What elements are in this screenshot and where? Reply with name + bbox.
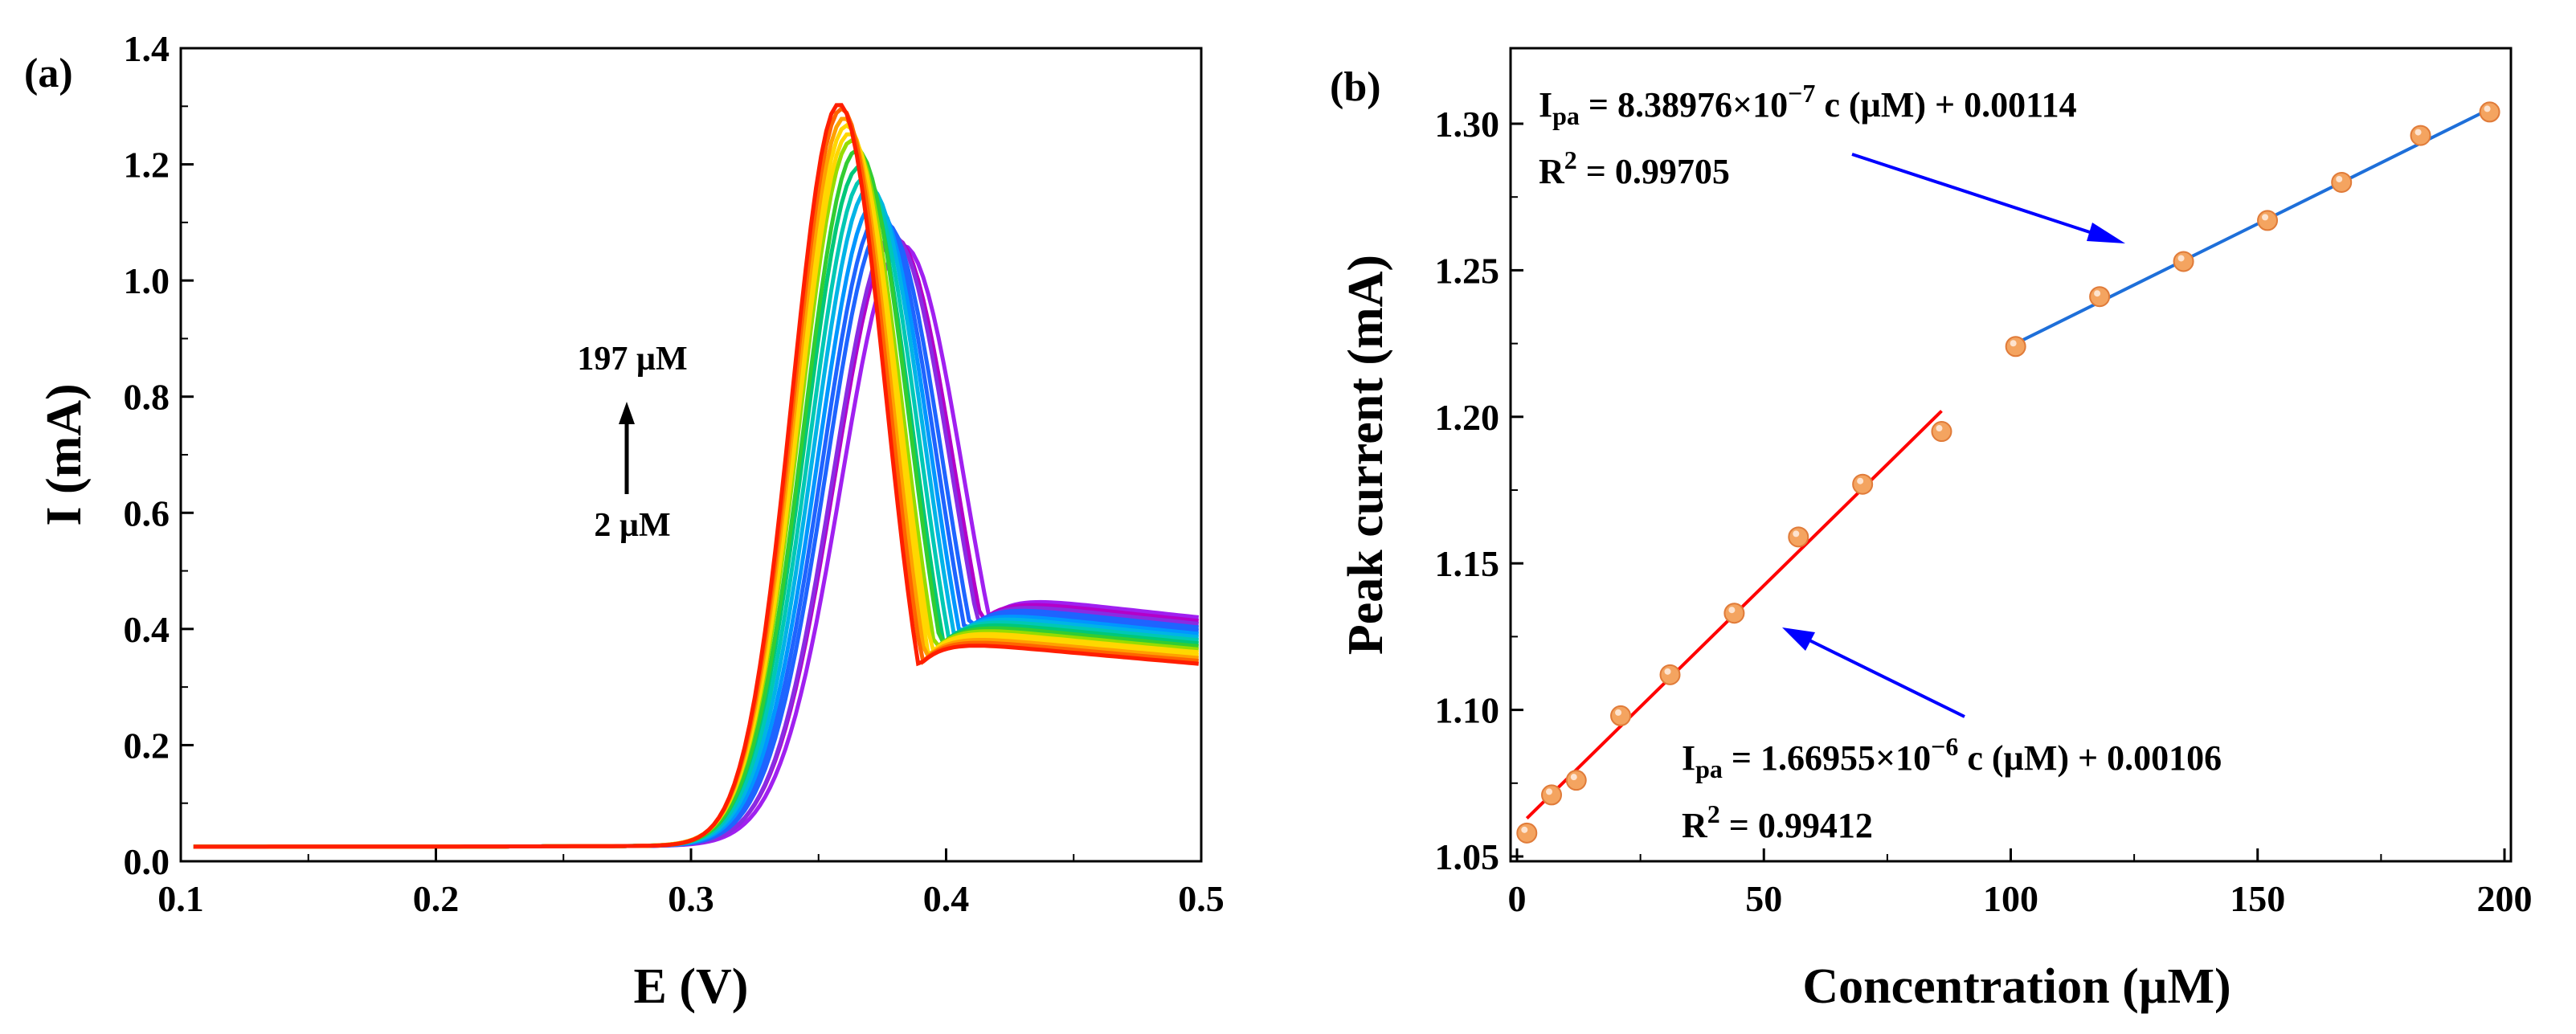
data-point-highlight bbox=[1664, 668, 1671, 675]
data-point-highlight bbox=[2094, 290, 2101, 297]
voltammogram-curve bbox=[193, 201, 1200, 849]
data-point-highlight bbox=[1615, 709, 1622, 716]
x-tick-label: 0.2 bbox=[413, 878, 460, 919]
data-point bbox=[1723, 603, 1745, 624]
voltammogram-curve bbox=[193, 123, 1200, 849]
fit-lines bbox=[1525, 107, 2491, 820]
data-point-highlight bbox=[2484, 105, 2491, 112]
data-point bbox=[2479, 101, 2500, 123]
data-point bbox=[1565, 770, 1587, 791]
voltammogram-curve bbox=[193, 166, 1200, 849]
data-point bbox=[2257, 210, 2279, 231]
y-tick-label: 1.10 bbox=[1435, 690, 1500, 731]
panel-a-xlabel: E (V) bbox=[634, 959, 749, 1014]
voltammogram-curve bbox=[193, 175, 1200, 849]
data-point-highlight bbox=[1521, 826, 1528, 833]
x-tick-label: 50 bbox=[1745, 878, 1782, 919]
voltammogram-curve bbox=[193, 116, 1199, 849]
arrow-high-range-head bbox=[2087, 223, 2125, 243]
voltammogram-curve bbox=[193, 103, 1200, 849]
equation-low-range: Ipa = 1.66955×10−6 c (µM) + 0.00106 bbox=[1682, 732, 2222, 783]
x-tick-label: 0.5 bbox=[1178, 878, 1225, 919]
data-point bbox=[1659, 664, 1681, 685]
y-tick-label: 0.6 bbox=[124, 492, 170, 533]
data-point-highlight bbox=[1793, 530, 1800, 537]
panel-a-ticks: 0.1 0.2 0.3 0.4 0.5 0.0 0.2 0.4 0.6 0.8 1.0 1.2 1.4 bbox=[124, 28, 1225, 919]
x-tick-label: 150 bbox=[2230, 878, 2285, 919]
x-tick-label: 0.3 bbox=[668, 878, 714, 919]
data-points bbox=[1516, 101, 2500, 844]
voltammogram-curves bbox=[193, 103, 1200, 849]
y-tick-label: 0.0 bbox=[124, 841, 170, 882]
panel-b-label: (b) bbox=[1330, 64, 1381, 110]
data-point-highlight bbox=[1857, 477, 1864, 484]
concentration-arrow-head bbox=[619, 402, 635, 424]
y-tick-label: 1.05 bbox=[1435, 836, 1500, 877]
data-point bbox=[1610, 705, 1632, 726]
x-tick-label: 0 bbox=[1508, 878, 1527, 919]
voltammogram-curve bbox=[193, 221, 1200, 849]
panel-b-calibration: (b) 0 50 100 150 200 1.05 1.10 1.15 1.20 1.25 1.30… bbox=[1330, 47, 2533, 1014]
annotation-197uM: 197 µM bbox=[577, 341, 687, 378]
panel-a-label: (a) bbox=[24, 51, 73, 96]
voltammogram-curve bbox=[193, 147, 1200, 849]
voltammogram-curve bbox=[193, 243, 1200, 849]
data-point-highlight bbox=[2262, 214, 2269, 221]
x-tick-label: 200 bbox=[2477, 878, 2533, 919]
data-point bbox=[1541, 784, 1563, 806]
data-point-highlight bbox=[1936, 425, 1943, 432]
annotation-2uM: 2 µM bbox=[594, 507, 670, 544]
data-point bbox=[2089, 286, 2111, 308]
x-tick-label: 0.1 bbox=[157, 878, 204, 919]
voltammogram-curve bbox=[193, 137, 1200, 849]
r2-high-range: R2 = 0.99705 bbox=[1539, 145, 1730, 191]
data-point-highlight bbox=[2414, 129, 2422, 136]
arrow-low-range bbox=[1807, 638, 1965, 718]
y-tick-label: 1.4 bbox=[124, 28, 170, 69]
data-point bbox=[2410, 125, 2431, 146]
y-tick-label: 1.25 bbox=[1435, 250, 1500, 291]
equation-high-range: Ipa = 8.38976×10−7 c (µM) + 0.00114 bbox=[1539, 79, 2077, 130]
y-tick-label: 1.0 bbox=[124, 260, 170, 301]
panel-b-ticks: 0 50 100 150 200 1.05 1.10 1.15 1.20 1.25 1.30 bbox=[1435, 104, 2533, 919]
y-tick-label: 0.2 bbox=[124, 725, 170, 766]
x-tick-label: 100 bbox=[1983, 878, 2038, 919]
data-point bbox=[1931, 421, 1952, 443]
panel-b-ylabel: Peak current (mA) bbox=[1339, 255, 1393, 655]
arrow-high-range bbox=[1851, 153, 2098, 236]
voltammogram-curve bbox=[193, 105, 1200, 849]
voltammogram-curve bbox=[193, 233, 1200, 849]
data-point bbox=[1852, 473, 1874, 495]
data-point-highlight bbox=[2010, 340, 2017, 347]
voltammogram-curve bbox=[193, 213, 1200, 849]
panel-b-xlabel: Concentration (µM) bbox=[1802, 959, 2230, 1014]
y-tick-label: 1.15 bbox=[1435, 543, 1500, 584]
y-tick-label: 1.2 bbox=[124, 145, 170, 186]
data-point bbox=[2173, 251, 2194, 272]
x-tick-label: 0.4 bbox=[923, 878, 970, 919]
panel-a-frame bbox=[179, 47, 1203, 863]
arrow-low-range-head bbox=[1782, 627, 1815, 651]
data-point bbox=[2331, 171, 2353, 193]
panel-a-voltammogram: (a) 0.1 0.2 0.3 0.4 0.5 0.0 0.2 0.4 0.6 0.8 1.0 1.2… bbox=[24, 28, 1225, 1014]
data-point bbox=[1788, 526, 1809, 548]
data-point-highlight bbox=[2177, 255, 2185, 262]
r2-low-range: R2 = 0.99412 bbox=[1682, 799, 1873, 845]
data-point-highlight bbox=[2336, 175, 2343, 182]
voltammogram-curve bbox=[193, 132, 1200, 849]
data-point-highlight bbox=[1570, 774, 1577, 781]
y-tick-label: 1.20 bbox=[1435, 397, 1500, 438]
data-point-highlight bbox=[1728, 607, 1736, 614]
voltammogram-curve bbox=[193, 236, 1200, 849]
y-tick-label: 0.4 bbox=[124, 609, 170, 650]
y-tick-label: 0.8 bbox=[124, 377, 170, 418]
data-point-highlight bbox=[1546, 788, 1553, 795]
voltammogram-curve bbox=[193, 186, 1200, 849]
data-point bbox=[1516, 822, 1538, 844]
data-point bbox=[2005, 336, 2026, 358]
y-tick-label: 1.30 bbox=[1435, 104, 1500, 145]
panel-a-ylabel: I (mA) bbox=[37, 383, 92, 525]
